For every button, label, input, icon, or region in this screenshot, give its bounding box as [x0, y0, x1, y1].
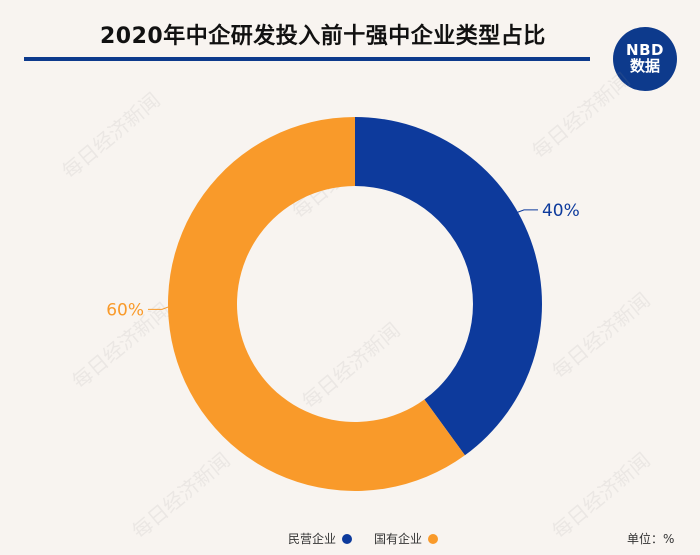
data-label-1: 60% [106, 300, 144, 320]
legend: 民营企业 国有企业 [288, 530, 452, 547]
nbd-logo: NBD 数据 [613, 27, 677, 91]
data-label-0: 40% [542, 201, 580, 221]
legend-swatch-private [342, 533, 353, 544]
leader-line-0 [515, 209, 538, 214]
legend-label-state: 国有企业 [374, 532, 423, 546]
donut-slice-0 [355, 117, 542, 456]
legend-item-private: 民营企业 [288, 530, 353, 547]
title-underline [24, 57, 590, 61]
legend-swatch-state [428, 533, 439, 544]
leader-line-1 [148, 305, 171, 310]
legend-item-state: 国有企业 [374, 530, 439, 547]
legend-label-private: 民营企业 [288, 532, 337, 546]
logo-text-top: NBD [626, 41, 664, 60]
page-title: 2020年中企研发投入前十强中企业类型占比 [100, 24, 546, 49]
unit-label: 单位：% [627, 532, 675, 546]
donut-slice-1 [167, 117, 465, 492]
logo-text-bottom: 数据 [629, 57, 660, 75]
